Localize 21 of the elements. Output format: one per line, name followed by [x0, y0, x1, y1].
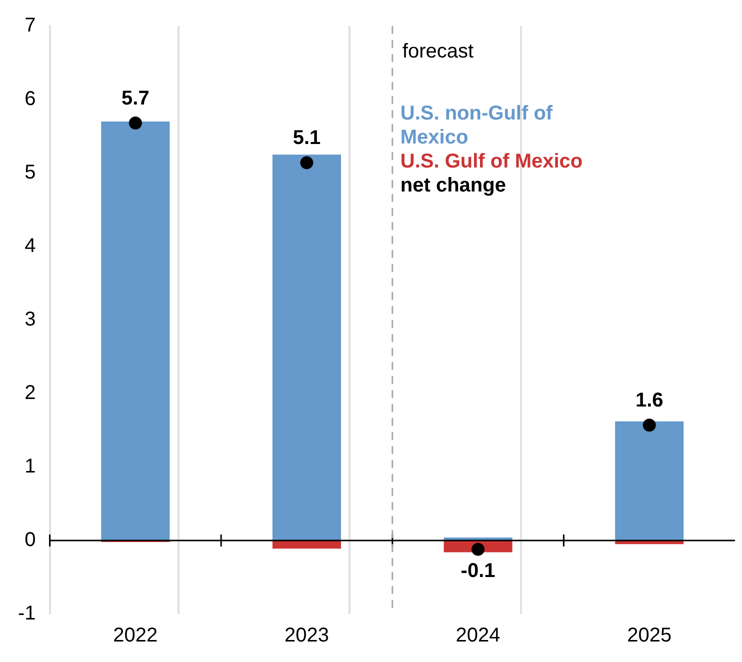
ref-line-label: forecast	[402, 40, 474, 63]
y-tick-label: 1	[24, 456, 36, 478]
y-tick-label: 3	[24, 308, 36, 331]
x-tick-label: 2024	[456, 624, 500, 647]
text: U.S. Gulf of Mexico	[400, 150, 583, 173]
y-tick-label: 7	[24, 14, 36, 37]
y-tick-label: 5	[24, 162, 36, 184]
x-tick-label: 2022	[113, 624, 158, 647]
x-tick-label: 2025	[627, 624, 672, 647]
y-tick-label: 0	[24, 529, 36, 552]
data-label: 5.7	[122, 88, 150, 110]
data-label: -0.1	[460, 560, 496, 582]
text: net change	[400, 174, 506, 197]
y-tick-label: -1	[18, 602, 36, 625]
data-label: 5.1	[292, 127, 321, 150]
data-label: 1.6	[635, 390, 664, 412]
x-tick-label: 2023	[284, 624, 329, 647]
y-tick-label: 6	[24, 88, 36, 110]
y-tick-label: 2	[24, 382, 36, 404]
y-tick-label: 4	[24, 235, 36, 258]
text: U.S. non-Gulf of Mexico	[400, 102, 553, 149]
